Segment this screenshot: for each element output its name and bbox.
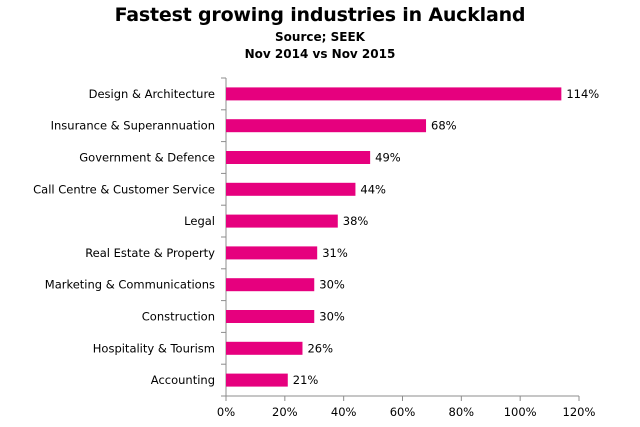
category-label: Accounting [151,373,215,387]
category-label: Legal [184,214,215,228]
x-tick-label: 40% [331,405,357,419]
chart-title: Fastest growing industries in Auckland [114,4,526,26]
chart-subtitle-period: Nov 2014 vs Nov 2015 [244,47,396,61]
data-label: 30% [319,278,345,292]
data-label: 49% [375,151,401,165]
category-label: Marketing & Communications [45,278,215,292]
category-label: Call Centre & Customer Service [33,182,215,196]
data-label: 38% [343,214,369,228]
data-label: 44% [360,182,386,196]
data-label: 26% [307,341,333,355]
data-label: 68% [431,119,457,133]
x-tick-label: 20% [272,405,298,419]
bar [226,341,303,355]
data-label: 31% [322,246,348,260]
x-tick-label: 120% [563,405,596,419]
category-label: Design & Architecture [89,87,215,101]
category-label: Government & Defence [79,151,215,165]
category-label: Insurance & Superannuation [51,119,215,133]
x-tick-label: 80% [449,405,475,419]
bar [226,151,371,164]
x-tick-label: 60% [390,405,416,419]
bar [226,87,562,101]
x-tick-label: 0% [217,405,235,419]
x-tick-label: 100% [504,405,537,419]
chart-subtitle-source: Source; SEEK [275,30,365,44]
bar [226,278,315,292]
bar [226,246,318,260]
bar [226,310,315,323]
data-label: 114% [566,87,599,101]
bar [226,373,288,387]
bar [226,182,356,196]
bar [226,214,338,228]
category-label: Hospitality & Tourism [93,341,215,355]
bar [226,119,427,133]
data-label: 21% [293,373,319,387]
category-label: Real Estate & Property [85,246,215,260]
data-label: 30% [319,310,345,324]
category-label: Construction [142,310,215,324]
